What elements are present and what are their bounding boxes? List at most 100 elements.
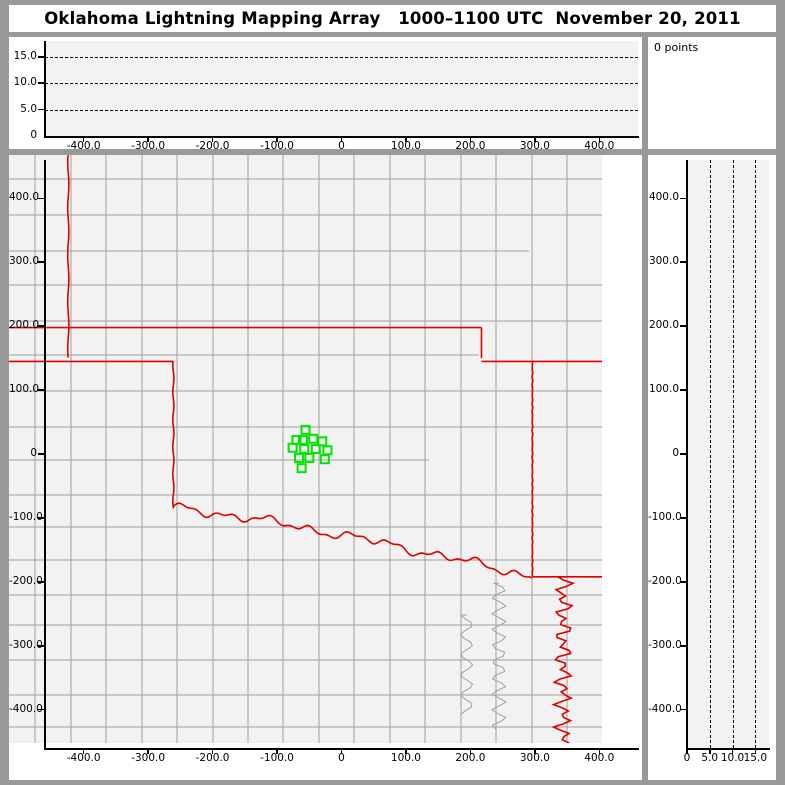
gridline-vertical — [755, 160, 757, 748]
x-tick-mark — [534, 749, 536, 754]
state-line-oklahoma-arkansas — [531, 360, 534, 577]
x-tick-label: 15.0 — [743, 752, 768, 764]
county-line-river — [490, 582, 507, 730]
y-tick-label: -100.0 — [9, 510, 43, 523]
y-tick-label: 300.0 — [9, 255, 40, 268]
county-state-map — [9, 155, 602, 743]
y-tick-label: 400.0 — [9, 191, 40, 204]
x-tick-mark — [211, 749, 214, 754]
x-tick-label: -400.0 — [66, 752, 101, 764]
y-tick-mark — [38, 389, 44, 391]
time-height-chart-panel[interactable]: 15.0 10.0 5.0 0 -400.0 -300.0 -200.0 -100.0 0 100… — [9, 37, 642, 152]
y-tick-label: 0 — [672, 447, 679, 459]
x-tick-mark — [211, 137, 214, 142]
y-tick-mark — [680, 644, 686, 647]
state-line-texas-oklahoma-west — [171, 360, 175, 508]
x-tick-mark — [340, 749, 343, 754]
y-tick-mark — [680, 581, 686, 583]
y-tick-mark — [38, 708, 44, 711]
y-tick-mark — [680, 325, 686, 327]
points-count-panel: 0 points — [648, 37, 776, 149]
lightning-source-marker — [300, 424, 311, 435]
county-line-river — [459, 614, 474, 716]
lightning-source-marker — [294, 452, 305, 463]
lightning-source-marker — [299, 444, 310, 454]
y-tick-label: 400.0 — [648, 191, 679, 204]
y-tick-mark — [680, 261, 686, 264]
x-tick-mark — [276, 749, 278, 754]
lightning-source-marker — [304, 452, 315, 463]
map-plot-area[interactable] — [9, 155, 602, 743]
x-tick-mark — [147, 749, 149, 754]
x-tick-mark — [598, 137, 601, 142]
lightning-source-marker — [319, 454, 330, 465]
x-axis-line — [44, 748, 639, 750]
height-side-chart-panel[interactable]: 400.0 300.0 200.0 100.0 0 -100.0 -200.0 -300.0 -… — [648, 155, 776, 780]
x-tick-mark — [686, 749, 688, 754]
y-tick-label: -200.0 — [9, 574, 43, 587]
x-tick-mark — [405, 137, 407, 142]
y-tick-label: 200.0 — [648, 319, 679, 332]
page-title: Oklahoma Lightning Mapping Array 1000–11… — [44, 9, 741, 28]
x-tick-mark — [405, 749, 407, 754]
x-tick-mark — [754, 749, 757, 754]
state-line-new-mexico-texas — [66, 155, 70, 358]
x-tick-label: 5.0 — [701, 752, 719, 764]
plan-view-map-panel[interactable]: 400.0 300.0 200.0 100.0 0 -100.0 -200.0 -300.0 -… — [9, 155, 642, 780]
x-tick-mark — [469, 749, 472, 754]
lightning-source-marker — [310, 444, 321, 454]
y-tick-label: 100.0 — [648, 383, 679, 396]
y-tick-label: 15.0 — [13, 49, 37, 62]
lightning-source-marker — [322, 445, 333, 456]
points-count-label: 0 points — [654, 41, 699, 54]
x-tick-label: 0 — [338, 140, 345, 152]
gridline-horizontal — [45, 56, 638, 58]
lightning-source-marker — [296, 463, 307, 474]
y-tick-label: -100.0 — [648, 510, 682, 523]
y-tick-mark — [680, 453, 686, 455]
x-tick-label: -200.0 — [195, 752, 230, 764]
y-tick-mark — [38, 82, 44, 85]
lightning-source-marker — [308, 433, 319, 444]
y-tick-label: 5.0 — [20, 102, 37, 115]
x-tick-label: 100.0 — [390, 140, 421, 152]
window-title-bar: Oklahoma Lightning Mapping Array 1000–11… — [9, 5, 776, 32]
y-tick-label: -200.0 — [648, 574, 682, 587]
lightning-source-marker — [317, 436, 328, 447]
x-tick-mark — [534, 137, 536, 142]
y-tick-mark — [38, 325, 44, 327]
x-tick-label: 400.0 — [584, 752, 615, 764]
state-line-texas-louisiana — [551, 576, 576, 743]
y-axis-line — [44, 41, 46, 136]
y-tick-mark — [38, 644, 44, 647]
height-side-plot-area[interactable] — [687, 160, 769, 748]
gridline-vertical — [709, 160, 711, 748]
x-tick-label: -300.0 — [131, 140, 166, 152]
x-axis-line — [44, 136, 639, 138]
y-tick-mark — [38, 517, 44, 519]
y-tick-label: -300.0 — [648, 638, 682, 651]
x-tick-mark — [82, 749, 85, 754]
y-tick-mark — [38, 581, 44, 583]
y-tick-mark — [38, 261, 44, 264]
x-tick-label: -200.0 — [195, 140, 230, 152]
x-tick-label: 300.0 — [519, 140, 550, 152]
x-tick-label: -300.0 — [131, 752, 166, 764]
y-tick-mark — [680, 517, 686, 519]
y-tick-label: 300.0 — [648, 255, 679, 268]
gridline-vertical — [732, 160, 734, 748]
y-axis-line — [686, 160, 688, 748]
y-tick-mark — [38, 108, 44, 111]
x-tick-mark — [708, 749, 711, 754]
x-tick-label: 200.0 — [455, 140, 486, 152]
y-tick-mark — [38, 197, 44, 200]
x-tick-mark — [598, 749, 601, 754]
time-height-plot-area[interactable] — [45, 41, 638, 136]
x-tick-label: 200.0 — [455, 752, 486, 764]
x-axis-line — [686, 748, 770, 750]
y-tick-mark — [680, 389, 686, 391]
x-tick-label: 100.0 — [390, 752, 421, 764]
state-line-red-river-oklahoma-texas — [172, 502, 533, 579]
y-axis-line — [44, 160, 46, 748]
